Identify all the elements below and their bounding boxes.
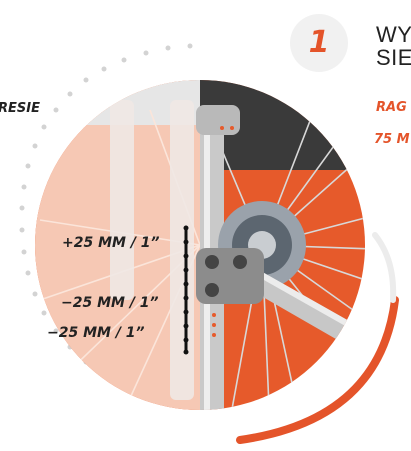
- highlight-text-2: 75 M: [374, 132, 410, 147]
- adjust-down-label-1: −25 MM / 1”: [61, 295, 159, 311]
- section-title-line-1: WY: [376, 22, 411, 47]
- accent-swoosh: [236, 296, 399, 444]
- step-number: 1: [308, 25, 330, 60]
- adjust-down-label-2: −25 MM / 1”: [47, 325, 145, 341]
- adjust-up-label: +25 MM / 1”: [62, 235, 160, 251]
- step-badge: 1: [290, 14, 348, 72]
- section-title-line-2: SIE: [376, 45, 411, 70]
- highlight-text-1: RAG: [376, 100, 407, 115]
- side-caption: RESIE: [0, 101, 40, 116]
